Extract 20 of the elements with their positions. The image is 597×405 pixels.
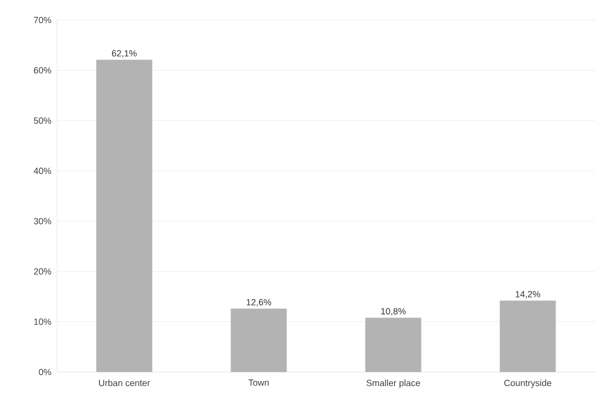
y-tick-label: 60% [34, 67, 52, 74]
data-label: 14,2% [516, 290, 540, 298]
bar [500, 300, 556, 372]
y-tick-label: 0% [38, 368, 52, 376]
x-tick-label: Countryside [504, 380, 552, 388]
data-label: 62,1% [112, 50, 137, 58]
y-tick-label: 50% [34, 117, 52, 124]
bar [230, 308, 287, 372]
y-tick-label: 70% [34, 16, 52, 24]
data-label: 12,6% [246, 299, 272, 306]
x-tick-label: Smaller place [366, 380, 420, 388]
bar [365, 318, 422, 372]
y-tick-label: 20% [34, 268, 52, 275]
x-tick-label: Urban center [99, 380, 150, 386]
y-tick-label: 30% [34, 218, 52, 224]
y-tick-label: 40% [34, 168, 52, 174]
bar [96, 60, 152, 372]
y-tick-label: 10% [34, 318, 52, 325]
x-tick-label: Town [248, 380, 269, 386]
data-label: 10,8% [381, 308, 406, 316]
